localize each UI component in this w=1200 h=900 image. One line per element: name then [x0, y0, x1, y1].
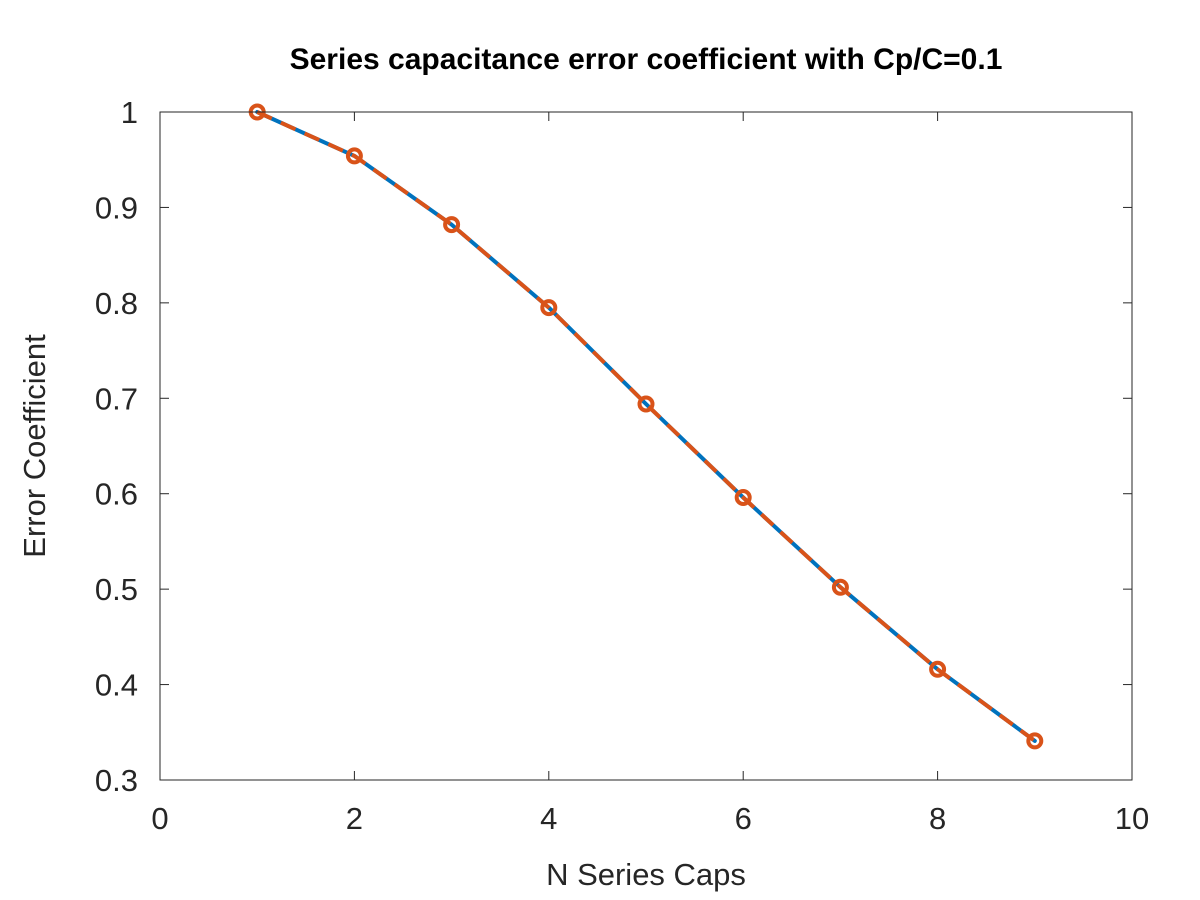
y-tick-label: 1: [121, 95, 138, 130]
chart-marks: [248, 103, 1044, 750]
plot-area: [160, 112, 1132, 780]
y-axis-label: Error Coefficient: [17, 334, 52, 558]
data-point-marker: [831, 578, 849, 596]
x-tick-label: 6: [735, 801, 752, 836]
axis-ticks: 0 2 4 6 8 10 0.3 0.4 0.5 0.6 0.7 0.8 0.9 1: [95, 95, 1149, 836]
y-tick-label: 0.3: [95, 763, 138, 798]
x-tick-label: 8: [929, 801, 946, 836]
data-point-marker: [929, 660, 947, 678]
y-tick-label: 0.4: [95, 668, 138, 703]
series-line-2: [256, 110, 1036, 743]
chart-title: Series capacitance error coefficient wit…: [290, 43, 1003, 76]
y-tick-label: 0.5: [95, 572, 138, 607]
x-tick-label: 0: [151, 801, 168, 836]
y-tick-label: 0.7: [95, 381, 138, 416]
data-point-marker: [734, 489, 752, 506]
data-point-marker: [345, 147, 363, 165]
x-tick-label: 2: [346, 801, 363, 836]
x-axis-label: N Series Caps: [546, 857, 746, 892]
data-point-marker: [637, 395, 655, 413]
data-point-marker: [1026, 732, 1044, 750]
y-tick-label: 0.6: [95, 477, 138, 512]
x-tick-label: 10: [1115, 801, 1149, 836]
plot-frame: [159, 111, 1133, 781]
y-tick-label: 0.8: [95, 286, 138, 321]
y-tick-label: 0.9: [95, 190, 138, 225]
data-point-marker: [540, 299, 558, 317]
data-point-marker: [443, 216, 461, 234]
x-tick-label: 4: [540, 801, 557, 836]
